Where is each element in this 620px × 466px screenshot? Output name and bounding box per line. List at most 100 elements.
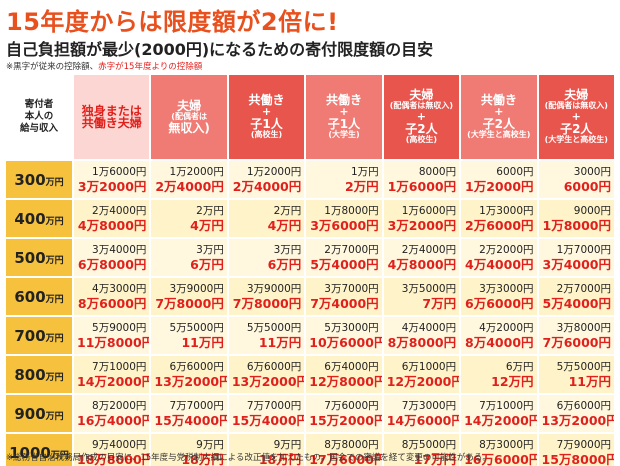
previous-limit-value: 9000円 [573, 204, 611, 217]
new-limit-value: 7万8000円 [155, 295, 224, 311]
new-limit-value: 1万8000円 [542, 217, 612, 233]
previous-limit-value: 7万1000円 [92, 360, 147, 373]
previous-limit-value: 7万7000円 [169, 399, 224, 412]
new-limit-value: 7万4000円 [310, 295, 379, 311]
previous-limit-value: 4万3000円 [92, 282, 147, 295]
new-limit-value: 4万4000円 [465, 256, 534, 272]
previous-limit-value: 6万4000円 [324, 360, 379, 373]
column-header-line: 子2人 [482, 117, 515, 131]
previous-limit-value: 2万7000円 [324, 243, 379, 256]
income-row-header: 800万円 [6, 356, 72, 393]
previous-limit-value: 3万3000円 [479, 282, 534, 295]
previous-limit-value: 3000円 [573, 165, 611, 178]
income-row-header: 900万円 [6, 395, 72, 432]
previous-limit-value: 1万円 [351, 165, 379, 178]
previous-limit-value: 7万1000円 [479, 399, 534, 412]
limit-cell: 8000円 1万6000円 [383, 161, 460, 198]
previous-limit-value: 1万8000円 [324, 204, 379, 217]
limit-cell: 8万3000円 16万6000円 [461, 434, 537, 466]
limit-cell: 2万2000円 4万4000円 [461, 239, 537, 276]
new-limit-value: 13万2000円 [154, 373, 227, 389]
new-limit-value: 15万4000円 [231, 412, 305, 428]
limit-cell: 2万円 4万円 [228, 200, 305, 237]
new-limit-value: 11万円 [258, 334, 302, 350]
corner-line: 寄付者 [24, 99, 54, 110]
new-limit-value: 3万6000円 [310, 217, 379, 233]
limit-cell: 6万円 12万円 [461, 356, 537, 393]
income-unit: 万円 [50, 450, 69, 461]
income-row-header: 400万円 [6, 200, 72, 237]
limit-cell: 1万6000円 3万2000円 [74, 161, 150, 198]
limit-cell: 3万5000円 7万円 [383, 278, 460, 315]
limit-cell: 9万円 18万円 [228, 434, 305, 466]
column-header-line: (高校生) [250, 130, 283, 139]
new-limit-value: 16万4000円 [77, 412, 150, 428]
column-header-line: + [494, 105, 504, 118]
new-limit-value: 15万2000円 [309, 412, 382, 428]
limit-cell: 6万6000円 13万2000円 [538, 395, 614, 432]
new-limit-value: 18万円 [258, 451, 302, 466]
previous-limit-value: 6万6000円 [169, 360, 224, 373]
column-header-6: 共働き + 子2人 (大学生と高校生) [461, 75, 537, 159]
limit-cell: 3万4000円 6万8000円 [74, 239, 150, 276]
table-row: 900万円 8万2000円 16万4000円 7万7000円 15万4000円 7万700… [6, 395, 614, 432]
limit-cell: 5万5000円 11万円 [538, 356, 614, 393]
limit-cell: 2万4000円 4万8000円 [383, 239, 460, 276]
limit-cell: 3万9000円 7万8000円 [228, 278, 305, 315]
income-row-header: 600万円 [6, 278, 72, 315]
limit-cell: 8万2000円 16万4000円 [74, 395, 150, 432]
limit-cell: 8万8000円 17万6000円 [306, 434, 382, 466]
column-header-line: 共働き夫婦 [81, 116, 142, 130]
table-row: 500万円 3万4000円 6万8000円 3万円 6万円 3万円 6万円 2万7000円 5万… [6, 239, 614, 276]
limit-cell: 1万3000円 2万6000円 [461, 200, 537, 237]
previous-limit-value: 3万9000円 [246, 282, 302, 295]
previous-limit-value: 8万2000円 [92, 399, 147, 412]
column-header-line: + [261, 105, 272, 118]
new-limit-value: 4万8000円 [387, 256, 457, 272]
column-header-line: (配偶者は無収入) [389, 101, 454, 110]
new-limit-value: 14万2000円 [77, 373, 150, 389]
table-row: 1000万円 9万4000円 18万8000円 9万円 18万円 9万円 18万円 8万800… [6, 434, 614, 466]
column-header-7: 夫婦 (配偶者は無収入) + 子2人 (大学生と高校生) [538, 75, 614, 159]
limit-cell: 4万4000円 8万8000円 [383, 317, 460, 354]
new-limit-value: 13万2000円 [231, 373, 305, 389]
column-header-line: 無収入) [168, 121, 210, 135]
new-limit-value: 8万6000円 [77, 295, 147, 311]
previous-limit-value: 3万8000円 [556, 321, 611, 334]
limit-cell: 4万2000円 8万4000円 [461, 317, 537, 354]
new-limit-value: 4万8000円 [77, 217, 147, 233]
previous-limit-value: 1万6000円 [401, 204, 457, 217]
new-limit-value: 6万円 [267, 256, 302, 272]
table-row: 300万円 1万6000円 3万2000円 1万2000円 2万4000円 1万2000円… [6, 161, 614, 198]
new-limit-value: 3万2000円 [77, 178, 147, 194]
previous-limit-value: 7万7000円 [246, 399, 302, 412]
limit-cell: 7万7000円 15万4000円 [228, 395, 305, 432]
column-header-2: 夫婦 (配偶者は 無収入) [151, 75, 227, 159]
previous-limit-value: 3万9000円 [169, 282, 224, 295]
new-limit-value: 6万円 [190, 256, 224, 272]
new-limit-value: 2万円 [344, 178, 379, 194]
previous-limit-value: 4万4000円 [401, 321, 457, 334]
income-value: 800 [14, 365, 46, 384]
limit-cell: 3万7000円 7万4000円 [306, 278, 382, 315]
new-limit-value: 11万円 [181, 334, 224, 350]
column-header-line: + [416, 110, 426, 123]
limit-cell: 7万9000円 15万8000円 [538, 434, 614, 466]
new-limit-value: 5万4000円 [542, 295, 612, 311]
limit-cell: 2万7000円 5万4000円 [538, 278, 614, 315]
limit-cell: 6万6000円 13万2000円 [228, 356, 305, 393]
column-header-line: 子2人 [560, 122, 593, 136]
column-header-line: (配偶者は [171, 112, 207, 121]
limit-cell: 9000円 1万8000円 [538, 200, 614, 237]
limit-cell: 7万3000円 14万6000円 [383, 395, 460, 432]
previous-limit-value: 2万4000円 [401, 243, 457, 256]
new-limit-value: 8万4000円 [465, 334, 534, 350]
new-limit-value: 2万4000円 [155, 178, 224, 194]
previous-limit-value: 3万5000円 [401, 282, 457, 295]
income-value: 500 [14, 248, 46, 267]
previous-limit-value: 3万4000円 [92, 243, 147, 256]
income-value: 600 [14, 287, 46, 306]
limit-cell: 7万7000円 15万4000円 [151, 395, 227, 432]
limit-cell: 7万6000円 15万2000円 [306, 395, 382, 432]
previous-limit-value: 6万円 [505, 360, 534, 373]
